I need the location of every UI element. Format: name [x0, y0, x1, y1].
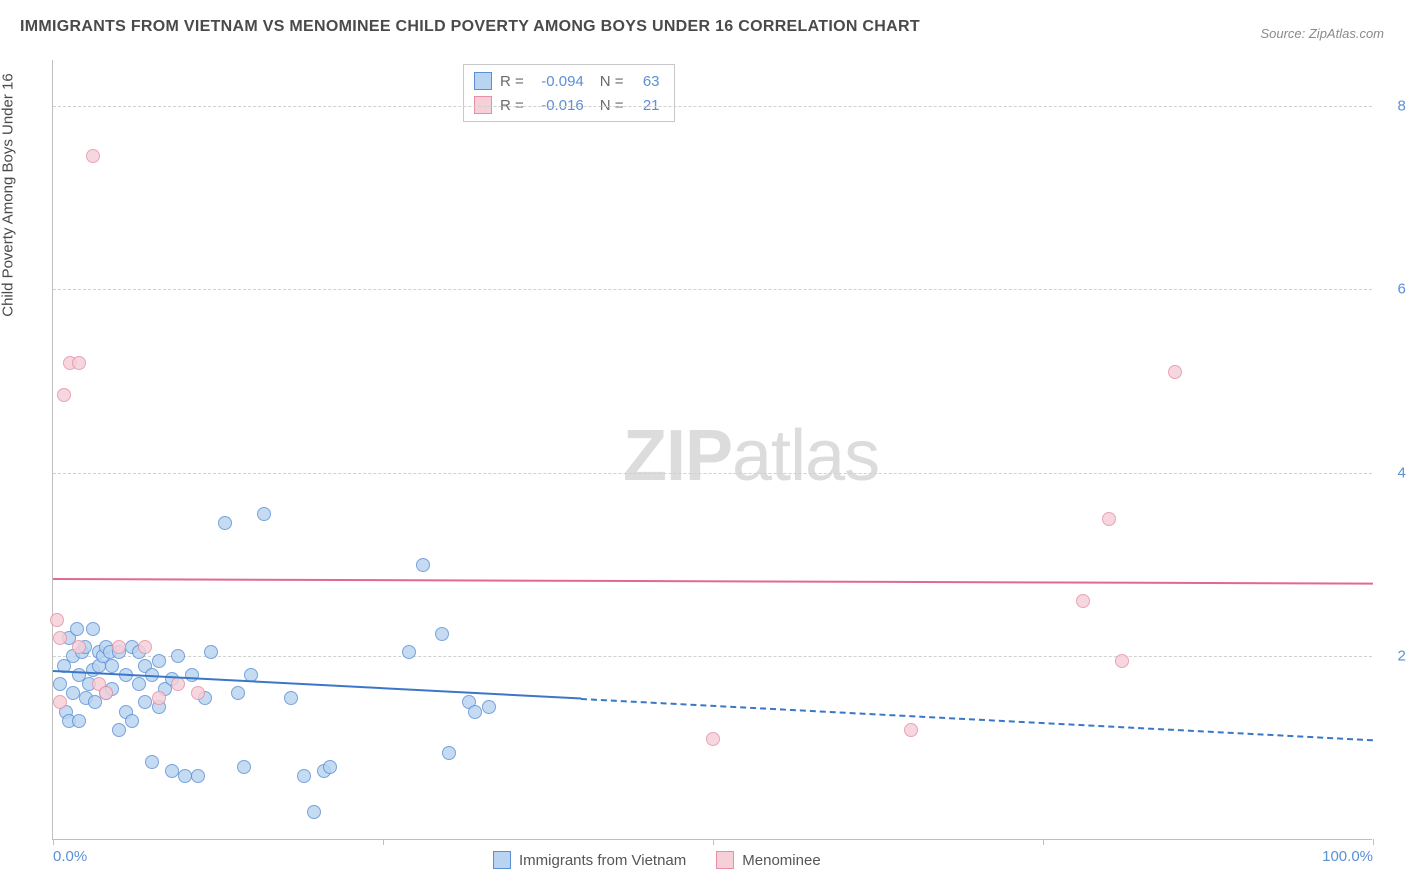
- legend-r-value: -0.094: [532, 73, 584, 90]
- data-point: [86, 149, 100, 163]
- data-point: [237, 760, 251, 774]
- data-point: [72, 714, 86, 728]
- watermark-bold: ZIP: [623, 416, 732, 496]
- watermark: ZIPatlas: [623, 415, 879, 497]
- data-point: [1076, 594, 1090, 608]
- trend-line: [53, 578, 1373, 585]
- x-tick-label: 0.0%: [53, 848, 87, 865]
- data-point: [112, 723, 126, 737]
- legend-item: Menominee: [716, 851, 820, 869]
- y-tick-label: 60.0%: [1380, 281, 1406, 298]
- data-point: [125, 714, 139, 728]
- y-axis-label: Child Poverty Among Boys Under 16: [0, 73, 17, 316]
- legend-swatch: [716, 851, 734, 869]
- data-point: [297, 769, 311, 783]
- data-point: [482, 700, 496, 714]
- legend-row: R = -0.094 N = 63: [474, 69, 660, 93]
- data-point: [185, 668, 199, 682]
- data-point: [1168, 365, 1182, 379]
- data-point: [57, 388, 71, 402]
- data-point: [152, 654, 166, 668]
- data-point: [402, 645, 416, 659]
- legend-label: Immigrants from Vietnam: [519, 852, 686, 869]
- data-point: [468, 705, 482, 719]
- data-point: [53, 631, 67, 645]
- data-point: [66, 686, 80, 700]
- y-tick-label: 80.0%: [1380, 97, 1406, 114]
- data-point: [50, 613, 64, 627]
- data-point: [72, 356, 86, 370]
- y-tick-label: 40.0%: [1380, 464, 1406, 481]
- data-point: [165, 764, 179, 778]
- data-point: [171, 677, 185, 691]
- x-tick-mark: [1043, 839, 1044, 845]
- data-point: [70, 622, 84, 636]
- data-point: [1102, 512, 1116, 526]
- data-point: [105, 659, 119, 673]
- data-point: [442, 746, 456, 760]
- data-point: [191, 769, 205, 783]
- data-point: [218, 516, 232, 530]
- gridline: [53, 473, 1372, 474]
- data-point: [53, 677, 67, 691]
- data-point: [152, 691, 166, 705]
- chart-title: IMMIGRANTS FROM VIETNAM VS MENOMINEE CHI…: [20, 18, 920, 36]
- data-point: [191, 686, 205, 700]
- data-point: [1115, 654, 1129, 668]
- data-point: [86, 622, 100, 636]
- x-tick-mark: [1373, 839, 1374, 845]
- data-point: [257, 507, 271, 521]
- legend-r-label: R =: [500, 73, 524, 90]
- x-tick-label: 100.0%: [1322, 848, 1373, 865]
- gridline: [53, 289, 1372, 290]
- legend-item: Immigrants from Vietnam: [493, 851, 686, 869]
- legend-label: Menominee: [742, 852, 820, 869]
- data-point: [145, 755, 159, 769]
- data-point: [307, 805, 321, 819]
- data-point: [132, 677, 146, 691]
- legend-swatch: [474, 72, 492, 90]
- gridline: [53, 656, 1372, 657]
- x-tick-mark: [713, 839, 714, 845]
- legend-n-value: 63: [632, 73, 660, 90]
- source-attribution: Source: ZipAtlas.com: [1260, 26, 1384, 41]
- data-point: [138, 640, 152, 654]
- data-point: [72, 640, 86, 654]
- data-point: [416, 558, 430, 572]
- plot-area: ZIPatlas R =-0.094N =63R =-0.016N =21 Im…: [52, 60, 1372, 840]
- data-point: [99, 686, 113, 700]
- data-point: [171, 649, 185, 663]
- data-point: [231, 686, 245, 700]
- data-point: [204, 645, 218, 659]
- data-point: [323, 760, 337, 774]
- data-point: [112, 640, 126, 654]
- data-point: [435, 627, 449, 641]
- watermark-light: atlas: [732, 416, 879, 496]
- correlation-legend: R =-0.094N =63R =-0.016N =21: [463, 64, 675, 122]
- gridline: [53, 106, 1372, 107]
- legend-swatch: [493, 851, 511, 869]
- data-point: [284, 691, 298, 705]
- data-point: [178, 769, 192, 783]
- data-point: [706, 732, 720, 746]
- x-tick-mark: [383, 839, 384, 845]
- data-point: [904, 723, 918, 737]
- data-point: [138, 695, 152, 709]
- data-point: [53, 695, 67, 709]
- legend-n-label: N =: [600, 73, 624, 90]
- x-tick-mark: [53, 839, 54, 845]
- y-tick-label: 20.0%: [1380, 648, 1406, 665]
- trend-line: [581, 698, 1373, 741]
- series-legend: Immigrants from Vietnam Menominee: [493, 851, 821, 869]
